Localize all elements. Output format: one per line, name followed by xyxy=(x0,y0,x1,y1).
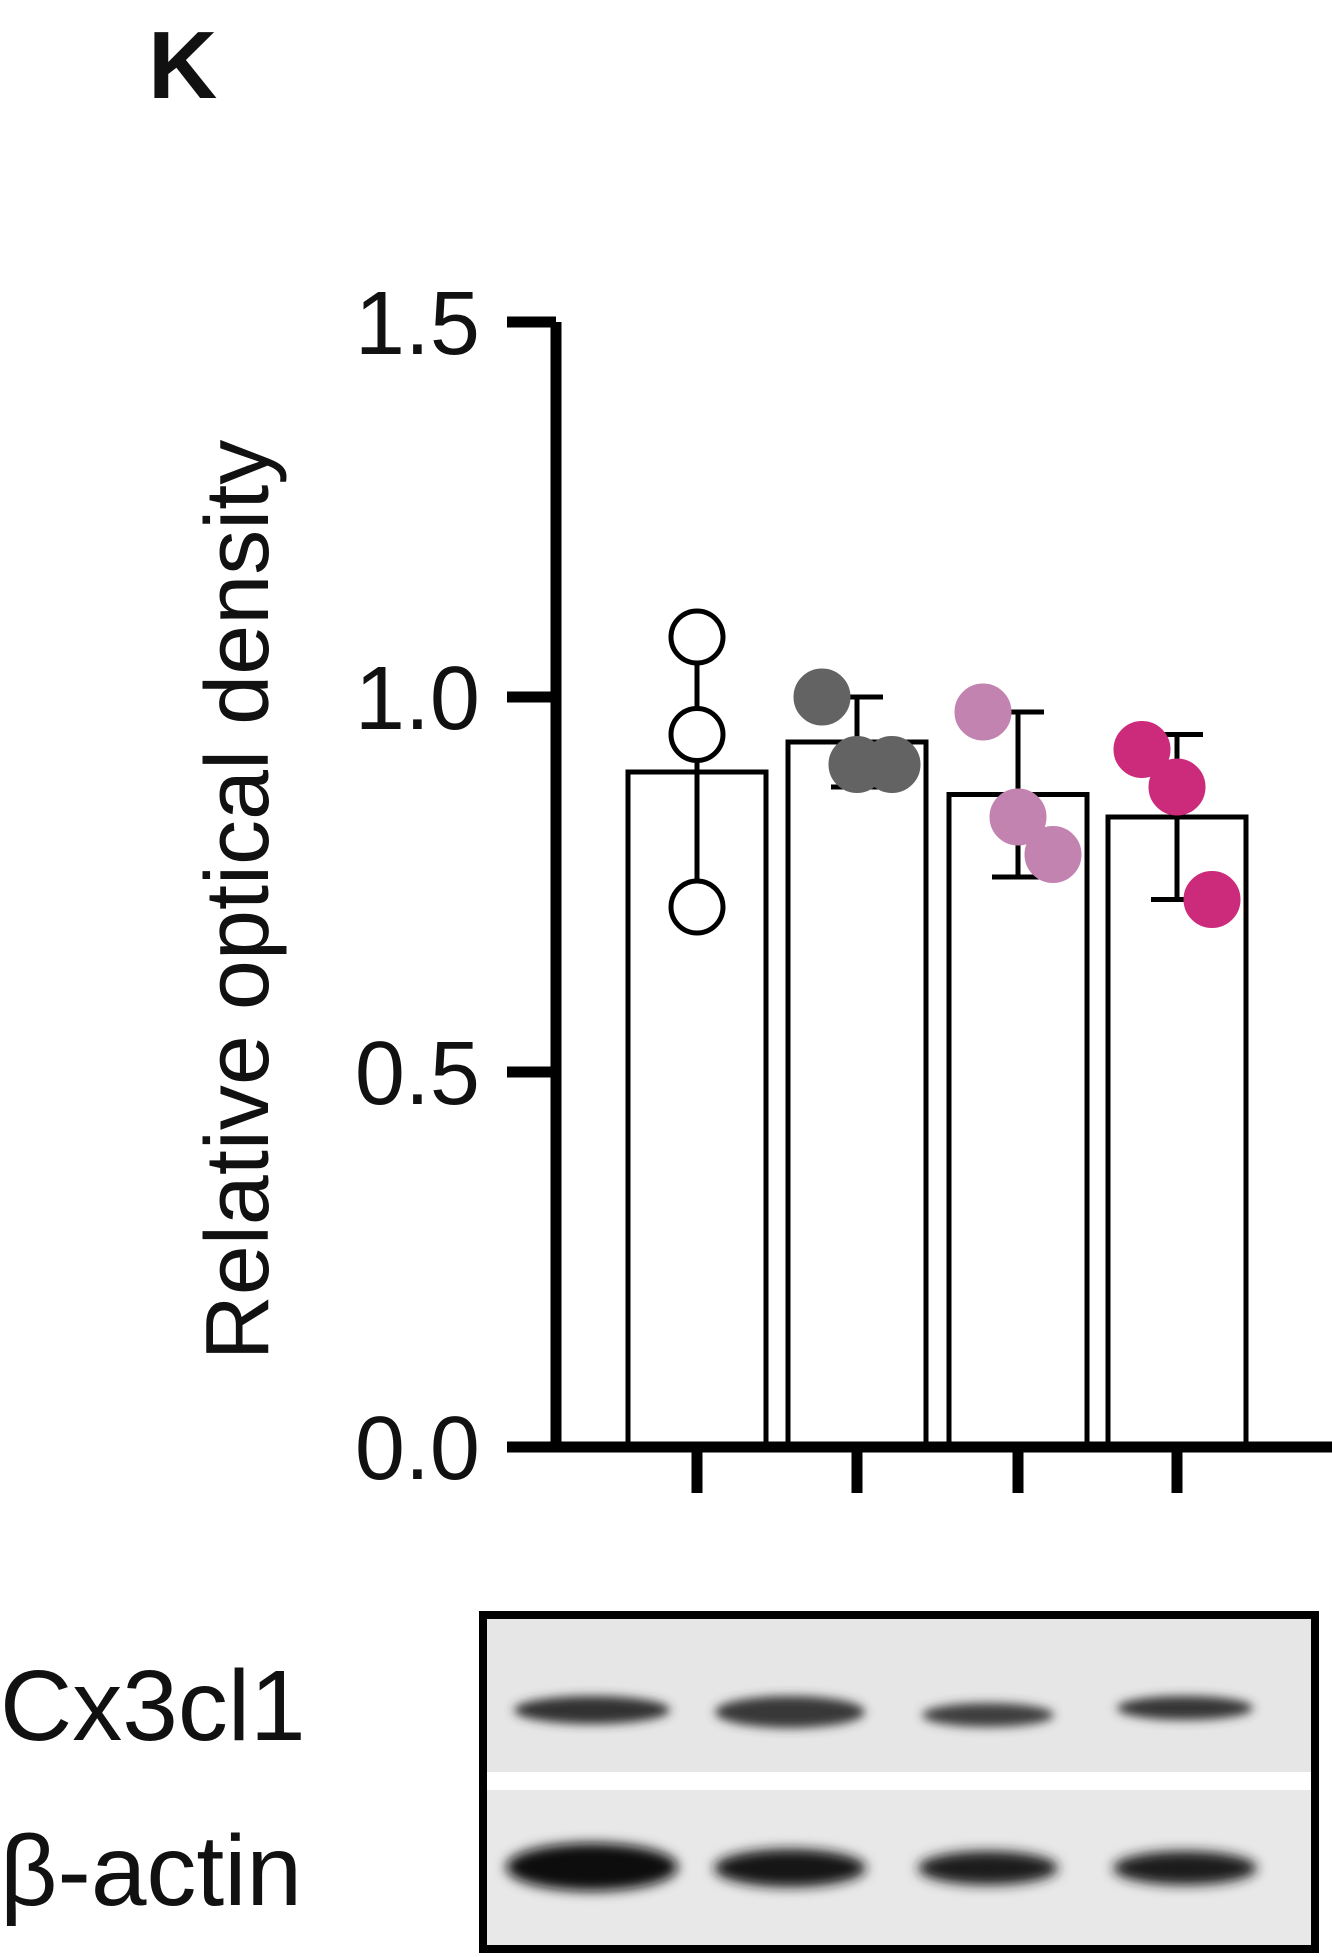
data-point xyxy=(1148,758,1206,816)
beta-actin-band-3 xyxy=(918,1851,1058,1885)
data-point xyxy=(1024,826,1082,883)
cx3cl1-band-4 xyxy=(1117,1696,1253,1720)
axis-ticks xyxy=(507,316,1183,1493)
data-point xyxy=(863,736,921,793)
axes xyxy=(507,322,1332,1453)
beta-actin-band-2 xyxy=(714,1849,866,1887)
blot-label-cx3cl1: Cx3cl1 xyxy=(0,1650,306,1762)
cx3cl1-band-2 xyxy=(715,1696,865,1728)
beta-actin-band-4 xyxy=(1113,1851,1257,1885)
y-axis-title: Relative optical density xyxy=(188,440,288,1360)
beta-actin-bands xyxy=(506,1843,1257,1891)
data-point xyxy=(668,878,726,936)
data-point xyxy=(1113,721,1171,778)
cx3cl1-band-1 xyxy=(514,1696,670,1724)
cx3cl1-bands xyxy=(514,1696,1253,1728)
data-points xyxy=(668,608,1241,936)
data-point xyxy=(954,683,1012,741)
y-tick-label: 1.0 xyxy=(355,649,480,749)
blot-separator xyxy=(486,1772,1312,1792)
y-tick-label: 1.5 xyxy=(355,274,480,374)
data-point xyxy=(1183,871,1241,928)
blot-frame xyxy=(479,1611,1319,1953)
bar-chart: Relative optical density 0.0 0.5 1.0 1.5 xyxy=(188,274,1332,1499)
data-point xyxy=(668,608,726,666)
data-point xyxy=(793,668,851,726)
western-blot: Cx3cl1 β-actin xyxy=(0,1611,1319,1953)
cx3cl1-band-3 xyxy=(922,1703,1054,1727)
y-tick-labels: 0.0 0.5 1.0 1.5 xyxy=(355,274,480,1499)
beta-actin-band-1 xyxy=(506,1843,678,1891)
panel-letter: K xyxy=(148,12,217,119)
y-tick-label: 0.5 xyxy=(355,1024,480,1124)
data-point xyxy=(989,788,1047,846)
data-point xyxy=(668,706,726,763)
blot-label-beta-actin: β-actin xyxy=(0,1815,302,1927)
bar xyxy=(785,739,929,1450)
bar xyxy=(946,792,1090,1450)
y-tick-label: 0.0 xyxy=(355,1399,480,1499)
bars xyxy=(625,739,1249,1450)
